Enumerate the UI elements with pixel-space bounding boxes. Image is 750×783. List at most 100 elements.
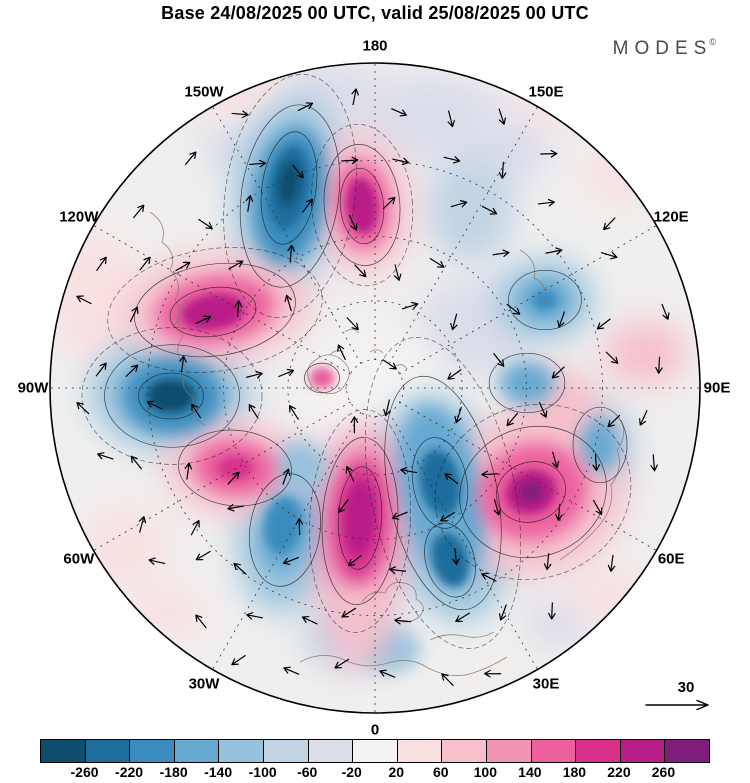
lon-label-150E: 150E xyxy=(528,83,564,101)
lon-label-30W: 30W xyxy=(188,675,220,693)
wind-arrow-icon xyxy=(607,554,616,572)
wind-arrow-icon xyxy=(391,108,408,117)
wind-arrow-icon xyxy=(231,654,246,666)
wind-arrow-icon xyxy=(650,454,658,472)
colorbar-cell xyxy=(442,740,487,762)
contour-line xyxy=(223,74,357,318)
wind-arrow-icon xyxy=(76,402,90,415)
contour-line xyxy=(81,327,263,465)
lon-label-150W: 150W xyxy=(184,83,224,101)
contour-line xyxy=(384,375,502,611)
wind-arrow-icon xyxy=(481,205,498,215)
longitude-spoke xyxy=(212,412,362,670)
contour-line xyxy=(104,344,240,448)
colorbar-tick-60: 60 xyxy=(433,764,449,780)
wind-arrow-icon xyxy=(379,669,396,678)
colorbar-tick-labels: -260 -220 -180 -140 -100 -60 -20 20 60 100 140 180 2… xyxy=(0,764,750,782)
lon-label-180: 180 xyxy=(362,37,388,55)
coastline xyxy=(519,249,547,305)
wind-arrow-icon xyxy=(498,161,507,179)
wind-arrow-icon xyxy=(354,264,367,278)
wind-arrow-icon xyxy=(401,301,419,310)
contour-line xyxy=(323,144,401,266)
colorbar-cell xyxy=(576,740,621,762)
anomaly-blob xyxy=(83,506,167,590)
modes-logo-text: MODES xyxy=(612,38,713,59)
wind-arrow-icon xyxy=(345,466,355,482)
colorbar-tick--220: -220 xyxy=(115,764,144,780)
colorbar-cell xyxy=(85,740,131,762)
wind-arrow-icon xyxy=(603,217,616,231)
reference-arrow-icon xyxy=(645,699,709,711)
anomaly-blob xyxy=(127,587,203,639)
wind-arrow-icon xyxy=(498,108,507,125)
wind-arrow-icon xyxy=(391,511,408,520)
contour-line xyxy=(496,461,566,523)
anomaly-blob xyxy=(326,577,390,669)
wind-arrow-icon xyxy=(639,410,648,426)
wind-arrow-icon xyxy=(282,468,291,485)
colorbar-cell xyxy=(397,740,443,762)
coastline xyxy=(299,655,508,676)
contour-line xyxy=(411,437,469,529)
lon-label-120W: 120W xyxy=(59,208,99,226)
longitude-spoke xyxy=(93,401,351,551)
wind-arrow-icon xyxy=(246,370,263,379)
longitude-spoke xyxy=(399,401,657,551)
map-boundary-circle xyxy=(49,62,701,714)
latitude-circle xyxy=(147,160,603,616)
reference-vector-label: 30 xyxy=(677,679,695,696)
wind-arrow-icon xyxy=(607,414,621,428)
coastline xyxy=(329,328,408,370)
anomaly-blob xyxy=(499,361,555,405)
wind-arrow-icon xyxy=(551,451,560,469)
wind-arrow-icon xyxy=(551,366,565,379)
wind-arrow-icon xyxy=(548,602,556,620)
colorbar-cell xyxy=(263,740,309,762)
wind-arrow-icon xyxy=(455,612,471,623)
wind-arrow-icon xyxy=(481,572,497,582)
wind-arrow-icon xyxy=(227,504,245,512)
anomaly-blob xyxy=(217,456,253,480)
anomaly-blob xyxy=(309,367,335,389)
wind-arrow-icon xyxy=(282,556,299,565)
wind-arrow-icon xyxy=(287,244,295,262)
wind-arrow-icon xyxy=(392,157,410,166)
wind-arrow-icon xyxy=(146,400,163,410)
wind-arrow-icon xyxy=(540,149,558,158)
contour-line xyxy=(321,437,399,605)
contour-line-layer xyxy=(81,74,632,650)
wind-arrow-icon xyxy=(447,110,455,128)
coastline xyxy=(149,211,180,327)
wind-arrow-icon xyxy=(246,612,264,620)
wind-arrow-icon xyxy=(338,498,349,513)
wind-arrow-icon xyxy=(195,315,211,325)
contour-line xyxy=(488,352,566,414)
wind-arrow-icon xyxy=(125,364,139,377)
wind-arrow-icon xyxy=(498,604,507,621)
contour-line xyxy=(304,362,340,394)
wind-arrow-icon xyxy=(133,204,145,219)
wind-arrow-icon xyxy=(195,614,207,629)
contour-line xyxy=(260,131,318,245)
wind-arrow-icon xyxy=(341,607,357,618)
wind-arrow-icon xyxy=(76,295,92,305)
contour-line xyxy=(337,466,383,570)
contour-line xyxy=(508,269,582,331)
anomaly-blob xyxy=(355,73,505,163)
lon-label-0: 0 xyxy=(370,721,380,739)
wind-arrow-icon xyxy=(481,470,499,479)
wind-arrow-icon xyxy=(129,306,139,323)
contour-line xyxy=(107,247,323,373)
anomaly-blob xyxy=(431,532,469,588)
anomaly-blob xyxy=(345,178,379,234)
wind-arrow-icon xyxy=(492,249,510,258)
wind-arrow-icon xyxy=(592,453,600,471)
anomaly-blob xyxy=(343,480,377,556)
wind-arrow-icon xyxy=(605,351,619,364)
colorbar-tick-140: 140 xyxy=(518,764,542,780)
colorbar-tick--180: -180 xyxy=(159,764,188,780)
wind-arrow-icon xyxy=(231,110,249,119)
wind-arrow-icon xyxy=(493,498,502,516)
wind-arrow-icon xyxy=(484,669,502,678)
